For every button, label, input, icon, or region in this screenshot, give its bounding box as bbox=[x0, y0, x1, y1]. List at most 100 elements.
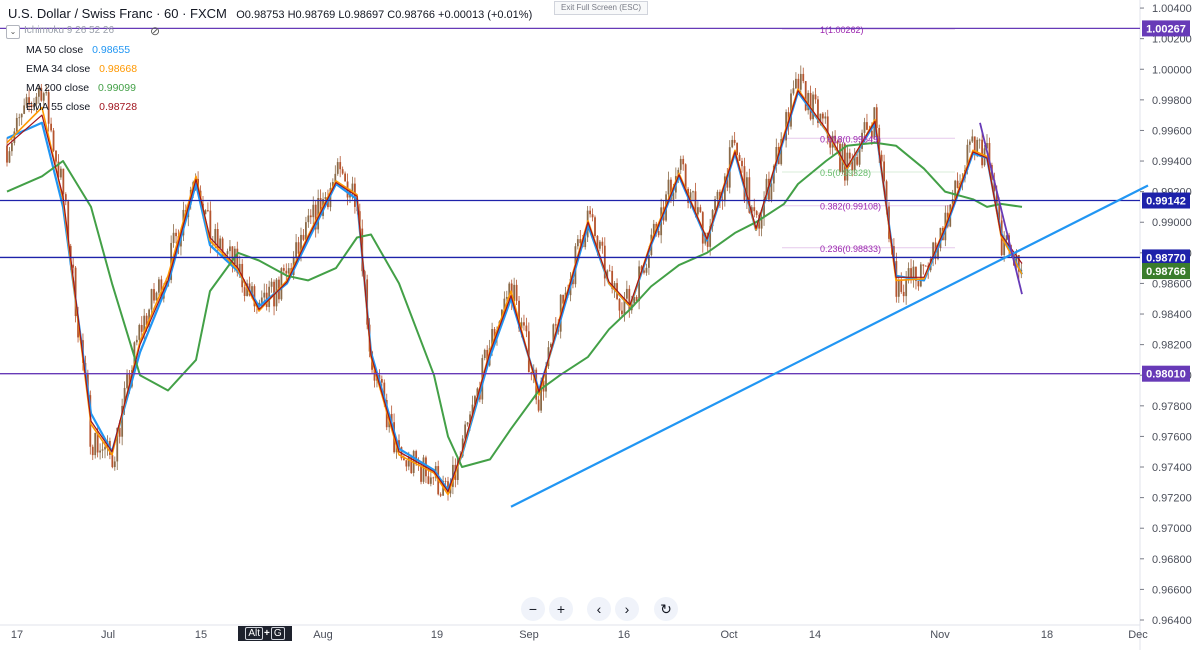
hide-indicator-icon[interactable]: ⊘ bbox=[150, 24, 161, 38]
candle-body bbox=[919, 264, 922, 287]
candle-body bbox=[628, 288, 631, 311]
candle-body bbox=[731, 139, 734, 148]
candle-body bbox=[466, 422, 469, 425]
candle-body bbox=[694, 191, 697, 215]
candle-body bbox=[216, 229, 219, 249]
candle-body bbox=[679, 158, 682, 170]
candle-body bbox=[158, 279, 160, 293]
candle-body bbox=[483, 349, 486, 359]
candle-body bbox=[37, 88, 40, 97]
x-tick-label: 15 bbox=[195, 629, 207, 641]
candle-body bbox=[20, 113, 23, 118]
candle-body bbox=[126, 374, 128, 388]
fib-level-label: 0.382(0.99108) bbox=[820, 202, 881, 212]
candle-body bbox=[33, 104, 35, 108]
fib-level-label: 0.236(0.98833) bbox=[820, 244, 881, 254]
candle-body bbox=[866, 122, 868, 130]
exit-fullscreen-button[interactable]: Exit Full Screen (ESC) bbox=[554, 1, 648, 15]
candle-body bbox=[52, 130, 55, 151]
y-tick-label: 0.97800 bbox=[1152, 401, 1192, 413]
candle-body bbox=[42, 93, 45, 101]
indicator-value: 0.98668 bbox=[99, 63, 138, 75]
zoom-in-button[interactable]: + bbox=[549, 597, 573, 621]
candle-body bbox=[336, 162, 339, 174]
candle-body bbox=[373, 369, 376, 381]
candle-body bbox=[405, 460, 408, 467]
candle-body bbox=[878, 127, 881, 155]
indicator-ma50[interactable]: MA 50 close 0.98655 bbox=[26, 44, 130, 56]
candle-body bbox=[836, 141, 839, 144]
candle-body bbox=[596, 235, 599, 249]
reset-chart-button[interactable]: ↻ bbox=[654, 597, 678, 621]
candle-body bbox=[601, 241, 604, 246]
zoom-out-button[interactable]: − bbox=[521, 597, 545, 621]
candle-body bbox=[968, 141, 971, 145]
candle-body bbox=[60, 168, 62, 178]
candle-body bbox=[550, 343, 552, 348]
candle-body bbox=[91, 446, 94, 456]
candle-body bbox=[870, 130, 873, 138]
candle-body bbox=[520, 322, 523, 329]
candle-body bbox=[746, 177, 748, 200]
candle-body bbox=[981, 139, 983, 166]
candle-body bbox=[733, 139, 736, 143]
scroll-back-button[interactable]: ‹ bbox=[587, 597, 611, 621]
x-tick-label: Oct bbox=[720, 629, 737, 641]
candle-body bbox=[738, 155, 741, 161]
candle-body bbox=[640, 266, 643, 271]
candle-body bbox=[995, 191, 998, 204]
candle-body bbox=[317, 198, 320, 230]
candle-body bbox=[1015, 255, 1018, 266]
candle-body bbox=[765, 178, 768, 200]
symbol-title: U.S. Dollar / Swiss Franc · 60 · FXCM bbox=[8, 6, 227, 21]
candle-body bbox=[638, 266, 640, 301]
candle-body bbox=[594, 217, 596, 236]
candle-body bbox=[160, 279, 163, 299]
candle-body bbox=[380, 378, 383, 383]
x-tick-label: Sep bbox=[519, 629, 539, 641]
candle-body bbox=[6, 145, 8, 163]
collapse-indicators-button[interactable]: ⌄ bbox=[6, 25, 20, 39]
candle-body bbox=[625, 288, 628, 299]
candle-body bbox=[633, 297, 636, 304]
scroll-forward-button[interactable]: › bbox=[615, 597, 639, 621]
candle-body bbox=[741, 160, 743, 167]
candle-body bbox=[297, 242, 300, 254]
candle-body bbox=[956, 180, 959, 188]
candle-body bbox=[915, 266, 917, 281]
candle-body bbox=[723, 176, 726, 202]
candle-body bbox=[314, 204, 317, 230]
candle-body bbox=[121, 405, 124, 437]
candle-body bbox=[905, 279, 908, 297]
candle-body bbox=[993, 179, 996, 192]
candle-body bbox=[8, 151, 11, 163]
candle-body bbox=[976, 139, 979, 155]
shortcut-key-alt: Alt bbox=[245, 627, 264, 640]
candle-body bbox=[251, 286, 253, 296]
candle-body bbox=[229, 246, 231, 252]
indicator-ema55[interactable]: EMA 55 close 0.98728 bbox=[26, 101, 137, 113]
candle-body bbox=[900, 280, 903, 292]
candle-body bbox=[591, 214, 594, 218]
candle-body bbox=[207, 210, 209, 212]
candle-body bbox=[334, 173, 337, 183]
candle-body bbox=[527, 331, 530, 373]
candle-body bbox=[812, 94, 814, 120]
y-tick-label: 0.97400 bbox=[1152, 462, 1192, 474]
candle-body bbox=[64, 194, 67, 202]
candle-body bbox=[432, 477, 435, 479]
candle-body bbox=[341, 169, 344, 174]
candle-body bbox=[18, 117, 21, 119]
candle-body bbox=[172, 232, 175, 243]
indicator-ema34[interactable]: EMA 34 close 0.98668 bbox=[26, 63, 137, 75]
indicator-value: 0.99099 bbox=[97, 82, 136, 94]
candle-body bbox=[143, 315, 146, 332]
candle-body bbox=[175, 232, 177, 237]
candle-body bbox=[932, 242, 934, 260]
candle-body bbox=[667, 179, 670, 195]
candle-body bbox=[15, 117, 18, 132]
indicator-ma200[interactable]: MA 200 close 0.99099 bbox=[26, 82, 136, 94]
candle-body bbox=[924, 265, 927, 267]
candle-body bbox=[491, 329, 493, 349]
